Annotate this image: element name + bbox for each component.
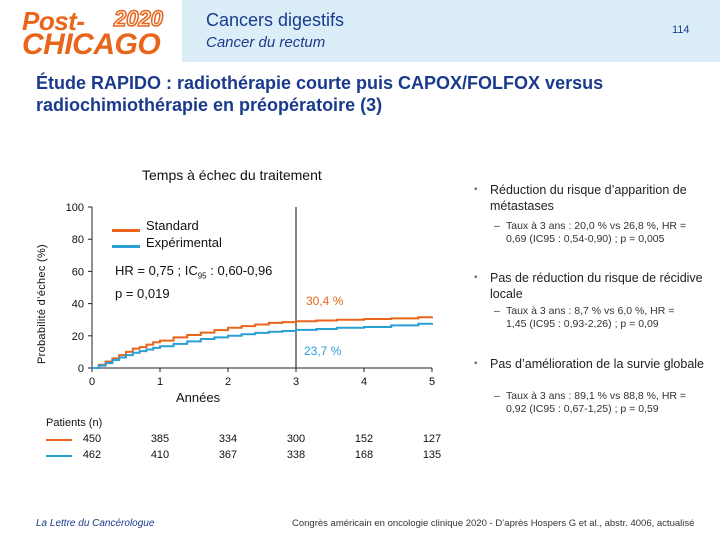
legend-standard-swatch (112, 229, 140, 232)
hr-line1-end: : 0,60-0,96 (206, 263, 273, 278)
risk-value-standard: 385 (150, 433, 170, 445)
hazard-ratio-annotation: HR = 0,75 ; IC95 : 0,60-0,96 p = 0,019 (115, 262, 272, 302)
risk-value-experimental: 462 (82, 449, 102, 461)
chart-ticks: 0 20 40 60 80 100 0 1 2 3 4 5 (66, 202, 435, 388)
post-chicago-logo: Post- 2020 CHICAGO (18, 5, 168, 61)
bullet-dot: ▪ (474, 272, 478, 283)
risk-value-standard: 152 (354, 433, 374, 445)
risk-value-experimental: 367 (218, 449, 238, 461)
x-tick-label: 1 (157, 376, 163, 388)
header-band (182, 0, 720, 62)
risk-value-experimental: 168 (354, 449, 374, 461)
risk-value-standard: 334 (218, 433, 238, 445)
chart-axes (91, 207, 432, 369)
chart-title: Temps à échec du traitement (142, 167, 322, 183)
x-tick-label: 0 (89, 376, 95, 388)
bullet-dot: ▪ (474, 358, 478, 369)
hr-sub: 95 (197, 271, 207, 281)
slide-header: Post- 2020 CHICAGO Cancers digestifs Can… (0, 0, 720, 62)
y-tick-label: 100 (66, 202, 84, 214)
y-tick-label: 60 (72, 266, 84, 278)
y-tick-label: 40 (72, 299, 84, 311)
legend-experimental-label: Expérimental (146, 235, 222, 250)
y-tick-label: 0 (78, 363, 84, 375)
x-axis-label: Années (176, 390, 221, 405)
footer-journal: La Lettre du Cancérologue (36, 518, 155, 529)
y-axis-label: Probabilité d’échec (%) (36, 243, 48, 364)
legend-experimental-swatch (112, 245, 140, 248)
series-line-standard (92, 316, 433, 369)
standard-pct-label: 30,4 % (306, 294, 344, 308)
y-tick-label: 20 (72, 331, 84, 343)
y-tick-label: 80 (72, 234, 84, 246)
header-title: Cancers digestifs (206, 10, 345, 30)
risk-value-standard: 300 (286, 433, 306, 445)
risk-value-standard: 450 (82, 433, 102, 445)
legend-standard-label: Standard (146, 218, 199, 233)
page-number: 114 (672, 24, 690, 36)
logo-year-text: 2020 (113, 5, 163, 32)
risk-value-experimental: 410 (150, 449, 170, 461)
slide-title: Étude RAPIDO : radiothérapie courte puis… (36, 73, 604, 115)
risk-value-experimental: 338 (286, 449, 306, 461)
x-tick-label: 5 (429, 376, 435, 388)
series-line-experimental (92, 322, 433, 369)
header-subtitle: Cancer du rectum (206, 34, 326, 51)
hr-line2: p = 0,019 (115, 285, 170, 301)
footer-source: Congrès américain en oncologie clinique … (292, 518, 695, 529)
x-tick-label: 3 (293, 376, 299, 388)
bullet-dot: ▪ (474, 184, 478, 195)
x-tick-label: 2 (225, 376, 231, 388)
logo-city-text: CHICAGO (22, 28, 161, 61)
risk-experimental-swatch (46, 455, 72, 457)
logo-post-text: Post- (22, 6, 85, 36)
experimental-pct-label: 23,7 % (304, 344, 342, 358)
chart-series (92, 316, 433, 369)
risk-standard-swatch (46, 439, 72, 441)
hr-line1: HR = 0,75 ; IC (115, 263, 198, 278)
risk-table-title: Patients (n) (46, 417, 103, 429)
risk-value-experimental: 135 (422, 449, 442, 461)
x-tick-label: 4 (361, 376, 367, 388)
risk-value-standard: 127 (422, 433, 442, 445)
